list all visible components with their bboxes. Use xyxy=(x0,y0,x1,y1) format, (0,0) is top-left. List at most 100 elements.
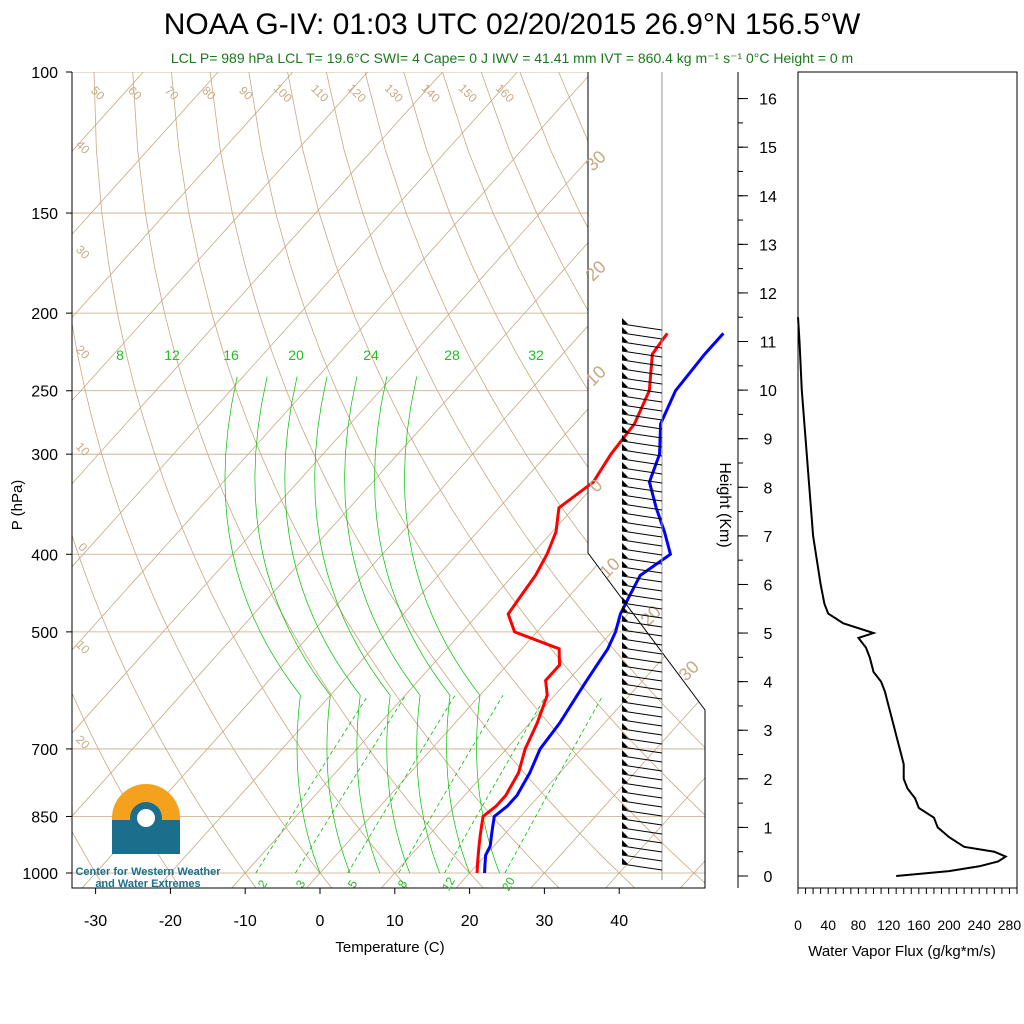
height-tick-label: 0 xyxy=(764,869,773,886)
wind-barb xyxy=(621,579,663,592)
wind-barb xyxy=(621,669,663,682)
isotherm-line xyxy=(154,72,705,888)
wind-barb-flag xyxy=(622,804,628,810)
wind-barb xyxy=(621,507,663,520)
wind-barb-staff xyxy=(621,845,663,853)
wind-barb xyxy=(621,498,663,511)
wind-barb-staff xyxy=(621,746,663,754)
wind-barb-flag xyxy=(622,408,628,414)
wind-barb-flag xyxy=(622,642,628,648)
wind-barb-flag xyxy=(622,579,628,585)
wind-barb xyxy=(621,534,663,547)
isotherm-right-label: 10 xyxy=(596,554,624,582)
pressure-tick-label: 400 xyxy=(31,547,58,564)
wind-barb xyxy=(621,687,663,700)
mixing-ratio-line xyxy=(444,695,547,874)
wind-barb-flag xyxy=(622,444,628,450)
flux-profile-line xyxy=(797,317,1008,877)
temperature-tick-label: -10 xyxy=(234,913,257,930)
wind-barb-flag xyxy=(622,786,628,792)
wind-barb xyxy=(621,318,663,331)
moist-adiabat xyxy=(374,376,470,874)
wind-barb xyxy=(621,732,663,745)
dry-adiabat-label: 60 xyxy=(125,83,145,103)
wind-barb-staff xyxy=(621,863,663,871)
dry-adiabat-label: 90 xyxy=(236,83,256,103)
wind-barb-flag xyxy=(622,471,628,477)
temperature-tick-label: 30 xyxy=(536,913,554,930)
flux-axis-label: Water Vapor Flux (g/kg*m/s) xyxy=(808,943,996,960)
wind-barb xyxy=(621,471,663,484)
theta-e-label: 28 xyxy=(444,347,460,363)
wind-barb-staff xyxy=(621,836,663,844)
wind-barb-flag xyxy=(622,534,628,540)
height-tick-label: 2 xyxy=(764,772,773,789)
wind-barb-staff xyxy=(621,539,663,547)
wind-barb xyxy=(621,516,663,529)
wind-barb xyxy=(621,435,663,448)
wind-barb-flag xyxy=(622,426,628,432)
height-tick-label: 1 xyxy=(764,820,773,837)
isotherm-left-label: 40 xyxy=(73,137,93,157)
wind-barb-staff xyxy=(621,557,663,565)
wind-barb-flag xyxy=(622,849,628,855)
pressure-tick-label: 500 xyxy=(31,625,58,642)
wind-barb-flag xyxy=(622,822,628,828)
moist-adiabat xyxy=(314,376,411,874)
skewt-frame xyxy=(71,72,706,889)
wind-barb-flag xyxy=(622,345,628,351)
isotherm-left-label: 10 xyxy=(73,439,93,459)
wind-barb xyxy=(621,462,663,475)
flux-tick-label: 40 xyxy=(820,917,836,933)
wind-barb xyxy=(621,588,663,601)
wind-barb xyxy=(621,381,663,394)
dry-adiabat-label: 160 xyxy=(493,81,517,105)
logo-line1: Center for Western Weather xyxy=(75,866,221,878)
wind-barb-flag xyxy=(622,489,628,495)
wind-barb-flag xyxy=(622,570,628,576)
isotherm-line xyxy=(528,72,705,888)
isotherm-right-label: 30 xyxy=(582,147,610,175)
wind-barb-staff xyxy=(621,674,663,682)
isotherm-line xyxy=(72,72,443,888)
isotherm-right-label: 10 xyxy=(582,362,610,390)
wind-barb xyxy=(621,849,663,862)
wind-barb-staff xyxy=(621,638,663,646)
wind-barb xyxy=(621,858,663,871)
wind-barb-staff xyxy=(621,521,663,529)
wind-barb xyxy=(621,741,663,754)
wind-barb-staff xyxy=(621,791,663,799)
isotherm-right-label: 30 xyxy=(675,657,703,685)
wind-barb xyxy=(621,624,663,637)
wind-barb-staff xyxy=(621,476,663,484)
wind-barb-flag xyxy=(622,507,628,513)
wind-barb-flag xyxy=(622,498,628,504)
wind-barb-flag xyxy=(622,480,628,486)
temperature-tick-label: 20 xyxy=(461,913,479,930)
mixing-ratio-line xyxy=(347,695,456,874)
wind-barb xyxy=(621,786,663,799)
height-tick-label: 10 xyxy=(759,383,777,400)
wind-barb-flag xyxy=(622,516,628,522)
flux-tick-label: 240 xyxy=(968,917,992,933)
dry-adiabat xyxy=(325,72,705,888)
wind-barb-flag xyxy=(622,669,628,675)
wind-barb xyxy=(621,813,663,826)
isotherm-line xyxy=(72,72,593,888)
pressure-tick-label: 300 xyxy=(31,447,58,464)
wind-barb xyxy=(621,633,663,646)
wind-barb xyxy=(621,363,663,376)
temperature-tick-label: 0 xyxy=(316,913,325,930)
wind-barb-staff xyxy=(621,395,663,403)
wind-barb-flag xyxy=(622,741,628,747)
temperature-axis-label: Temperature (C) xyxy=(335,939,444,956)
wind-barb-staff xyxy=(621,431,663,439)
wind-barb xyxy=(621,561,663,574)
theta-e-label: 20 xyxy=(288,347,304,363)
wind-barb xyxy=(621,750,663,763)
wind-barb-staff xyxy=(621,404,663,412)
height-tick-label: 3 xyxy=(764,723,773,740)
wind-barb-staff xyxy=(621,692,663,700)
wind-barb-flag xyxy=(622,696,628,702)
